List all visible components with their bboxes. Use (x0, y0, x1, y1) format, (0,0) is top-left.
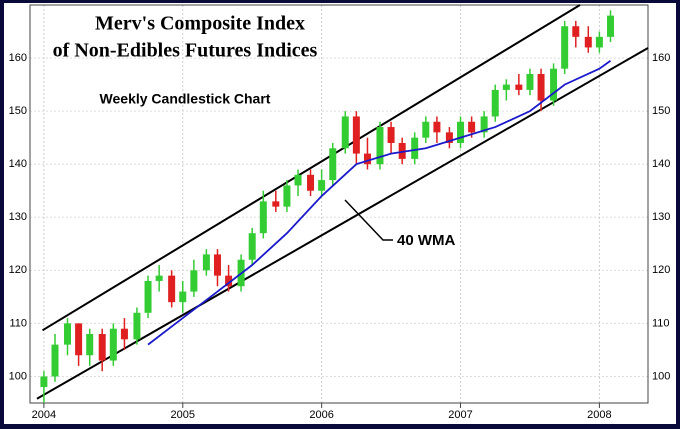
candle-body (51, 344, 59, 377)
candle-body (595, 36, 603, 48)
y-tick-label: 110 (9, 317, 27, 329)
channel-line (41, 4, 581, 332)
annotation: 40 WMA (397, 232, 456, 249)
candle-body (515, 84, 523, 90)
x-tick-label: 2004 (32, 409, 56, 421)
plot-border (29, 4, 649, 404)
candle-body (422, 121, 430, 138)
y2-tick-label: 120 (652, 264, 670, 276)
y-tick-label: 150 (9, 105, 27, 117)
chart-subtitle: of Non-Edibles Futures Indices (53, 40, 318, 62)
marks (36, 4, 649, 403)
candle-body (63, 323, 71, 345)
y-tick-label: 160 (9, 52, 27, 64)
candle-body (120, 328, 128, 340)
candle-body (318, 180, 326, 191)
candle-body (307, 174, 315, 191)
candle-body (272, 201, 280, 207)
candle-body (155, 275, 163, 281)
chart-title: Merv's Composite Index (95, 13, 305, 35)
y2-tick-label: 100 (652, 370, 670, 382)
y2-tick-label: 140 (652, 158, 670, 170)
candle-body (179, 291, 187, 303)
grid (30, 5, 648, 403)
candle-body (341, 116, 349, 149)
candle-body (387, 127, 395, 143)
y-tick-label: 100 (9, 370, 27, 382)
candle-body (86, 334, 94, 356)
candle-body (411, 137, 419, 159)
x-tick-label: 2005 (171, 409, 195, 421)
y2-tick-label: 130 (652, 211, 670, 223)
x-tick-label: 2008 (587, 409, 611, 421)
candle-body (213, 254, 221, 276)
y2-tick-label: 110 (652, 317, 670, 329)
candle-body (133, 312, 141, 340)
candle-body (433, 121, 441, 133)
y2-tick-label: 150 (652, 105, 670, 117)
y-tick-label: 130 (9, 211, 27, 223)
annotation-pointer (344, 199, 393, 241)
candle-body (526, 73, 534, 90)
candle-body (202, 254, 210, 271)
candle-body (572, 26, 580, 37)
candle-body (398, 142, 406, 159)
candle-body (259, 201, 267, 234)
candle-body (502, 84, 510, 90)
candle-body (329, 148, 337, 181)
candle-body (537, 73, 545, 101)
candle-body (584, 36, 592, 48)
candle-body (376, 127, 384, 165)
candle-body (248, 233, 256, 260)
candle-body (457, 121, 465, 143)
candle-body (225, 275, 233, 287)
candle-body (283, 185, 291, 207)
candle-body (607, 15, 615, 37)
x-tick-label: 2006 (309, 409, 333, 421)
candle-body (98, 334, 106, 361)
candle-body (561, 26, 569, 69)
wma-line (147, 59, 612, 346)
x-tick-label: 2007 (448, 409, 472, 421)
y-tick-label: 120 (9, 264, 27, 276)
y-tick-label: 140 (9, 158, 27, 170)
candle-body (445, 132, 453, 143)
candle-body (294, 174, 302, 186)
candle-body (480, 116, 488, 133)
candle-body (468, 121, 476, 133)
candle-body (168, 275, 176, 303)
y2-tick-label: 160 (652, 52, 670, 64)
candle-body (550, 68, 558, 101)
candle-body (363, 153, 371, 165)
candle-body (40, 376, 48, 388)
chart-label: Weekly Candlestick Chart (100, 91, 271, 107)
candle-body (352, 116, 360, 154)
candle-body (190, 270, 198, 292)
candle-body (144, 280, 152, 313)
candle-body (109, 328, 117, 361)
channel-line (36, 47, 649, 400)
candle-body (491, 89, 499, 117)
candle-body (75, 323, 83, 356)
